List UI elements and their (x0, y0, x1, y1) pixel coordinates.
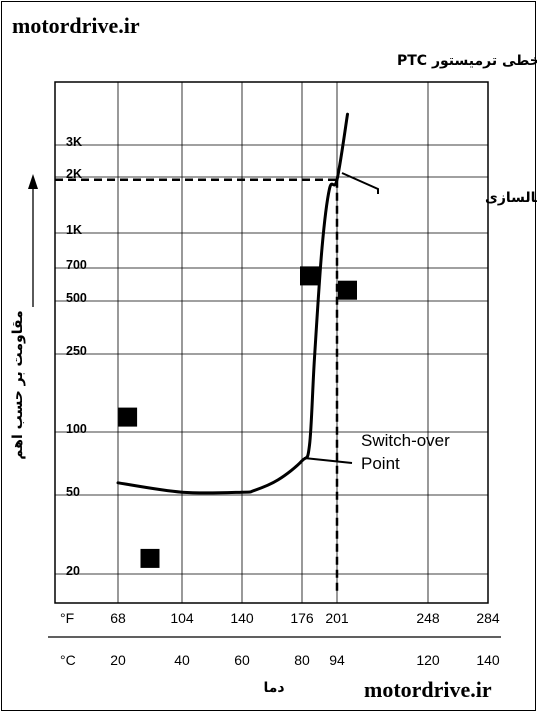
y-tick-label: 500 (66, 291, 87, 305)
y-axis-arrow (28, 174, 38, 307)
brand-top: motordrive.ir (12, 13, 140, 38)
y-tick-label: 700 (66, 258, 87, 272)
chart-title: منحنی غیر خطی ترمیستور PTC (397, 53, 537, 69)
data-marker-square (140, 548, 160, 568)
x-tick-label-f: 201 (325, 610, 349, 626)
x-tick-label-c: 60 (234, 652, 250, 668)
plot-frame (54, 81, 489, 604)
data-marker-square (338, 280, 357, 300)
x-tick-label-c: 40 (174, 652, 190, 668)
activation-point-pointer (341, 172, 379, 194)
x-tick-label-c: °C (60, 652, 76, 668)
activation-point-label: نقطه فعالسازی (485, 190, 537, 206)
y-tick-label: 50 (66, 485, 80, 499)
x-tick-label-f: 104 (170, 610, 194, 626)
x-tick-label-c: 120 (416, 652, 440, 668)
y-tick-label: 2K (66, 167, 82, 181)
x-tick-label-c: 140 (476, 652, 500, 668)
data-markers (118, 266, 357, 568)
x-tick-label-f: 68 (110, 610, 126, 626)
y-axis-label: مقاومت بر حسب اهم (10, 310, 26, 459)
x-tick-label-f: 176 (290, 610, 314, 626)
x-tick-label-f: 140 (230, 610, 254, 626)
ptc-curve (116, 112, 349, 495)
x-tick-labels-celsius: °C 20 40 60 80 94 120 140 (60, 652, 500, 668)
x-tick-label-f: 248 (416, 610, 440, 626)
grid (55, 82, 488, 603)
y-tick-label: 1K (66, 223, 82, 237)
x-tick-label-c: 80 (294, 652, 310, 668)
y-tick-label: 3K (66, 135, 82, 149)
switch-over-pointer (303, 457, 353, 464)
x-tick-label-c: 20 (110, 652, 126, 668)
switch-over-label-line2: Point (361, 454, 400, 473)
x-tick-label-c: 94 (329, 652, 345, 668)
y-tick-labels: 3K 2K 1K 700 500 250 100 50 20 (66, 135, 87, 578)
x-tick-label-f: °F (60, 610, 74, 626)
data-marker-square (300, 266, 319, 286)
y-tick-label: 20 (66, 564, 80, 578)
y-tick-label: 100 (66, 422, 87, 436)
switch-over-label-line1: Switch-over (361, 431, 450, 450)
y-tick-label: 250 (66, 344, 87, 358)
x-axis-label: دما (263, 680, 284, 696)
data-marker-square (118, 407, 138, 427)
brand-bottom: motordrive.ir (364, 677, 492, 702)
x-tick-labels-fahrenheit: °F 68 104 140 176 201 248 284 (60, 610, 500, 626)
x-tick-label-f: 284 (476, 610, 500, 626)
